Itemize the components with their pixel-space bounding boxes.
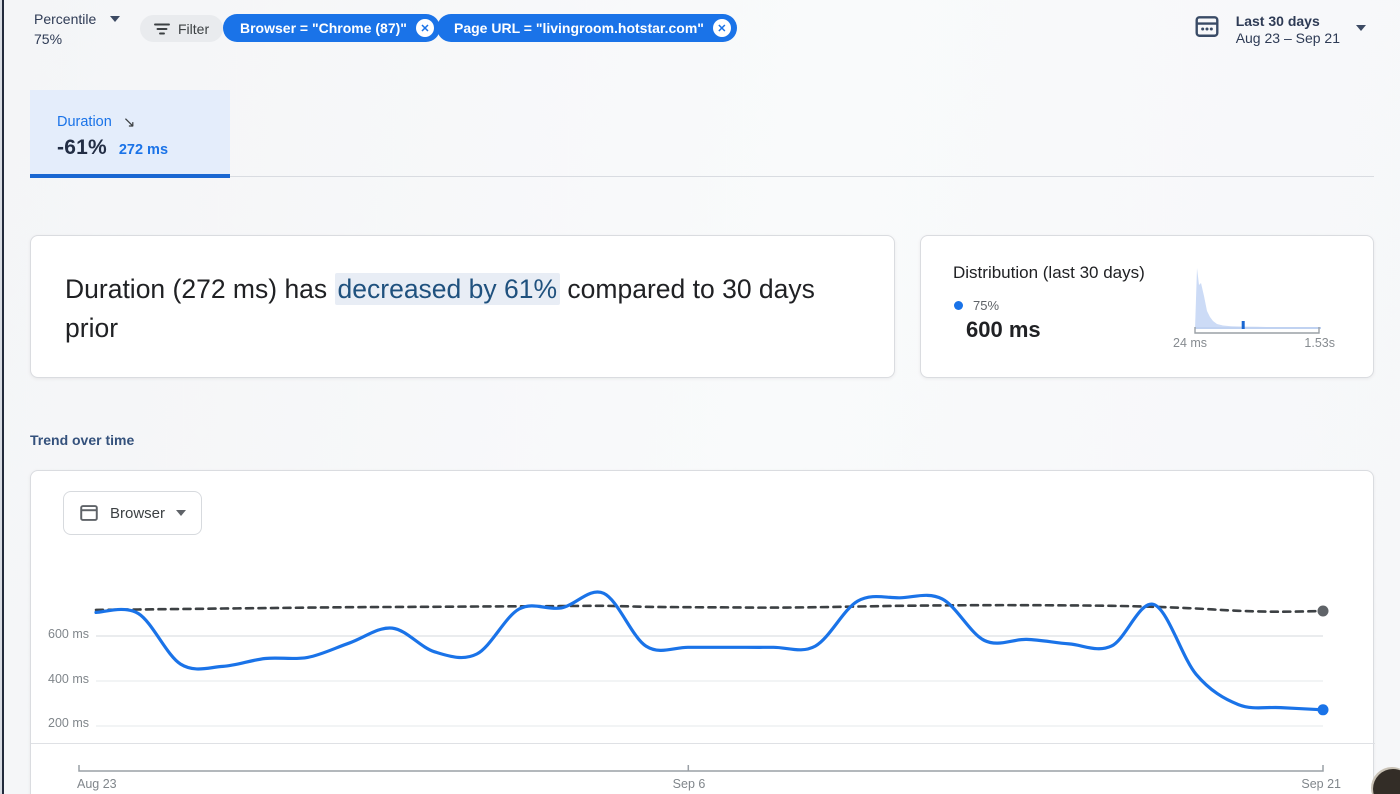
tab-value: 272 ms [118, 142, 169, 158]
tab-duration[interactable]: Duration ↘ -61% 272 ms [30, 90, 230, 174]
y-axis-label-200: 200 ms [48, 716, 89, 730]
percentile-value: 75% [34, 31, 63, 47]
tab-delta: -61% [57, 136, 107, 159]
distribution-axis-max: 1.53s [1304, 336, 1335, 350]
chart-scrubber-divider [31, 743, 1375, 744]
date-range-value: Aug 23 – Sep 21 [1235, 30, 1340, 46]
percentile-label: Percentile [34, 11, 97, 27]
x-axis-label-mid: Sep 6 [672, 777, 706, 791]
chevron-down-icon [1356, 25, 1366, 31]
chip-close-button[interactable]: ✕ [712, 19, 731, 37]
summary-text-after: compared to 30 days prior [65, 274, 815, 343]
filter-chip-browser[interactable]: Browser = "Chrome (87)" ✕ [223, 14, 440, 42]
close-icon: ✕ [717, 22, 727, 35]
percentile-selector[interactable]: Percentile 75% [34, 11, 121, 47]
close-icon: ✕ [420, 22, 430, 35]
distribution-axis-min: 24 ms [1173, 336, 1208, 350]
summary-text-before: Duration (272 ms) has [65, 274, 335, 304]
chevron-down-icon [176, 510, 187, 516]
trend-chart-plot[interactable] [31, 561, 1375, 794]
date-range-title: Last 30 days [1235, 13, 1320, 29]
summary-text: Duration (272 ms) has decreased by 61% c… [65, 270, 825, 348]
chip-label: Browser = "Chrome (87)" [240, 20, 407, 36]
tabs-divider [30, 176, 1374, 177]
filter-chip-page-url[interactable]: Page URL = "livingroom.hotstar.com" ✕ [437, 14, 737, 42]
window-edge [0, 0, 4, 794]
filter-button[interactable]: Filter [140, 15, 224, 42]
date-range-picker[interactable]: Last 30 days Aug 23 – Sep 21 [1194, 13, 1366, 47]
y-axis-label-400: 400 ms [48, 672, 89, 686]
chevron-down-icon [110, 16, 121, 22]
calendar-icon [1195, 16, 1219, 37]
breakdown-label: Browser [110, 504, 166, 522]
chip-label: Page URL = "livingroom.hotstar.com" [454, 20, 704, 36]
tab-title: Duration [57, 114, 112, 130]
percentile-legend-dot [954, 301, 963, 310]
distribution-value: 600 ms [966, 317, 1041, 342]
trend-section-title: Trend over time [30, 432, 135, 448]
distribution-percentile-label: 75% [973, 298, 1000, 313]
breakdown-selector-button[interactable]: Browser [63, 491, 203, 535]
y-axis-label-600: 600 ms [48, 627, 89, 641]
filter-button-label: Filter [178, 20, 210, 37]
browser-window-icon [80, 505, 98, 521]
trend-card: Browser 600 ms 400 ms 200 ms Aug 23 Sep … [30, 470, 1375, 794]
distribution-histogram [1194, 268, 1321, 334]
summary-card: Duration (272 ms) has decreased by 61% c… [30, 235, 895, 378]
trend-chart[interactable]: 600 ms 400 ms 200 ms Aug 23 Sep 6 Sep 21 [31, 561, 1375, 794]
distribution-card: Distribution (last 30 days) 75% 600 ms 2… [920, 235, 1374, 378]
tab-active-underline [30, 174, 230, 178]
trend-down-icon: ↘ [122, 114, 136, 131]
distribution-title: Distribution (last 30 days) [953, 263, 1145, 282]
distribution-axis: 24 ms 1.53s [1173, 336, 1335, 350]
filter-icon [154, 23, 170, 34]
x-axis-label-start: Aug 23 [77, 777, 117, 791]
summary-highlight: decreased by 61% [334, 273, 561, 305]
chip-close-button[interactable]: ✕ [415, 19, 434, 37]
x-axis-label-end: Sep 21 [1301, 777, 1341, 791]
corner-artifact [1373, 769, 1400, 794]
